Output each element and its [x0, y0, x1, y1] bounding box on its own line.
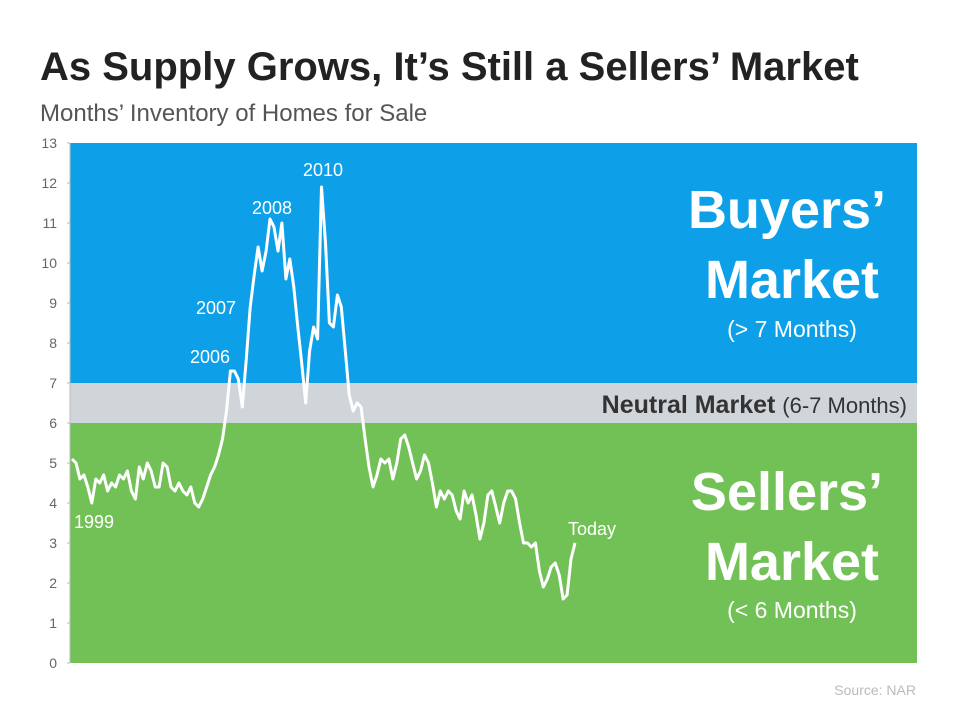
y-tick-label: 13 [41, 135, 57, 151]
annotation: 2008 [252, 198, 292, 218]
y-tick-label: 12 [41, 175, 57, 191]
annotation: 2010 [303, 160, 343, 180]
annotation: Today [568, 519, 616, 539]
y-tick-label: 0 [49, 655, 57, 671]
y-tick-label: 10 [41, 255, 57, 271]
source: Source: NAR [834, 682, 916, 698]
zone-range: (6-7 Months) [782, 393, 907, 418]
zone-label-bold: Neutral Market [602, 391, 776, 419]
zone-label: Market [705, 532, 879, 592]
y-tick-label: 5 [49, 455, 57, 471]
zone-range: (< 6 Months) [727, 597, 857, 623]
annotation: 2006 [190, 347, 230, 367]
annotation: 2007 [196, 298, 236, 318]
y-tick-label: 2 [49, 575, 57, 591]
annotation: 1999 [74, 512, 114, 532]
y-tick-label: 8 [49, 335, 57, 351]
y-tick-label: 9 [49, 295, 57, 311]
y-tick-label: 7 [49, 375, 57, 391]
y-tick-label: 1 [49, 615, 57, 631]
zone-range: (> 7 Months) [727, 316, 857, 342]
y-tick-label: 11 [42, 215, 57, 231]
y-tick-label: 4 [49, 495, 57, 511]
zone-band [70, 423, 917, 663]
y-tick-label: 6 [49, 415, 57, 431]
zone-label: Sellers’ [691, 462, 883, 522]
zone-label: Buyers’ [688, 180, 886, 240]
y-tick-label: 3 [49, 535, 57, 551]
zone-label: Neutral Market (6-7 Months) [602, 391, 907, 419]
chart-subtitle: Months’ Inventory of Homes for Sale [40, 100, 427, 127]
data-line [70, 185, 577, 601]
zone-label-space [775, 391, 782, 419]
zone-band [70, 143, 917, 383]
chart-title: As Supply Grows, It’s Still a Sellers’ M… [40, 45, 859, 89]
zone-band [70, 383, 917, 423]
zone-label: Market [705, 250, 879, 310]
